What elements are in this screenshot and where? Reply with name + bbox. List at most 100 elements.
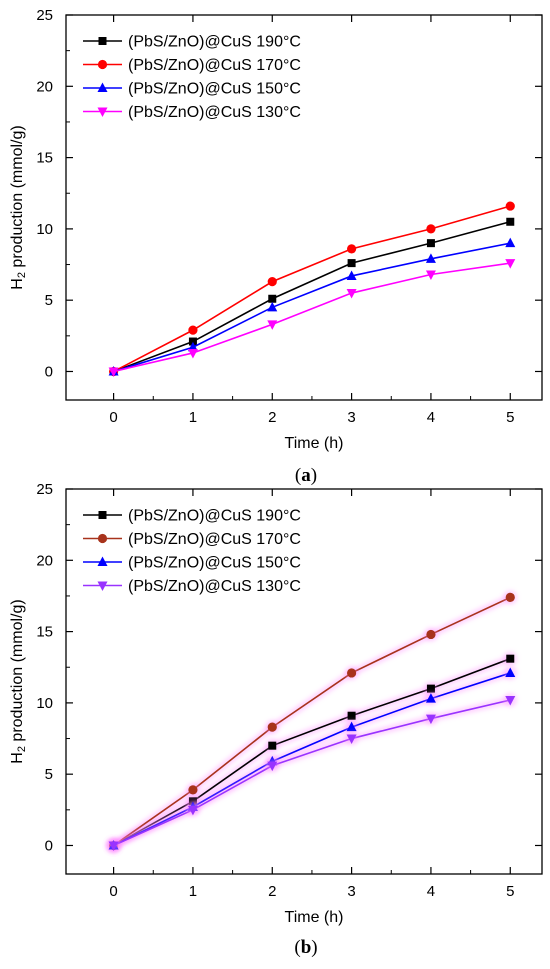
data-point xyxy=(187,348,198,359)
data-point xyxy=(347,244,357,254)
data-point xyxy=(108,367,119,377)
series-line xyxy=(113,205,511,373)
panel-label-open: ( xyxy=(295,465,301,486)
data-point xyxy=(505,592,515,602)
legend-entry: (PbS/ZnO)@CuS 170°C xyxy=(128,57,301,74)
x-tick-label: 5 xyxy=(506,883,514,900)
y-tick-label: 20 xyxy=(36,552,53,569)
legend-entry: (PbS/ZnO)@CuS 150°C xyxy=(128,555,301,572)
series-line xyxy=(113,657,511,847)
data-point xyxy=(268,294,277,303)
legend-marker xyxy=(97,556,108,566)
data-point xyxy=(347,668,357,678)
data-point xyxy=(187,341,198,352)
data-point xyxy=(346,734,357,745)
x-tick-label: 3 xyxy=(347,883,355,900)
y-axis-label: H2 production (mmol/g) xyxy=(9,125,28,289)
data-point xyxy=(346,289,357,299)
data-point xyxy=(347,711,356,720)
series-glow xyxy=(111,594,512,849)
y-tick-label: 5 xyxy=(45,766,53,783)
data-point xyxy=(426,224,436,234)
panel-label: (a) xyxy=(295,465,317,486)
legend-entry: (PbS/ZnO)@CuS 170°C xyxy=(128,531,301,548)
x-tick-label: 0 xyxy=(109,883,117,900)
series-line xyxy=(113,242,511,373)
data-point xyxy=(108,841,119,851)
legend-entry: (PbS/ZnO)@CuS 190°C xyxy=(128,34,301,51)
y-axis-label-sub: 2 xyxy=(16,272,28,278)
plot-frame xyxy=(65,488,543,875)
series-3 xyxy=(106,693,518,853)
data-point xyxy=(426,629,436,640)
series-line xyxy=(113,220,511,373)
x-tick-label: 4 xyxy=(427,409,435,426)
y-tick-label: 25 xyxy=(36,481,53,498)
legend-marker xyxy=(97,533,108,544)
legend-entry: (PbS/ZnO)@CuS 150°C xyxy=(128,81,301,98)
y-tick-label: 15 xyxy=(36,150,53,167)
series-line xyxy=(113,262,511,373)
data-point xyxy=(505,201,515,211)
y-tick-label: 20 xyxy=(36,78,53,95)
series-line xyxy=(113,699,511,847)
x-tick-label: 1 xyxy=(189,883,197,900)
panel-label-letter: a xyxy=(301,465,311,486)
panel-label-open: ( xyxy=(294,937,300,958)
series-glow xyxy=(112,696,512,849)
panel-label-close: ) xyxy=(311,937,317,958)
x-axis-label: Time (h) xyxy=(285,435,344,452)
data-point xyxy=(425,693,436,703)
legend-entry: (PbS/ZnO)@CuS 130°C xyxy=(128,104,301,121)
data-point xyxy=(267,722,277,732)
series-3 xyxy=(108,259,516,377)
y-axis-label-rest: production (mmol/g) xyxy=(9,599,26,746)
data-point xyxy=(346,721,357,732)
x-tick-label: 3 xyxy=(347,409,355,426)
y-tick-label: 0 xyxy=(45,837,53,854)
legend-marker xyxy=(98,37,107,45)
data-point xyxy=(425,714,436,725)
legend-entry: (PbS/ZnO)@CuS 130°C xyxy=(128,578,301,595)
data-point xyxy=(347,259,356,268)
data-point xyxy=(505,696,516,706)
data-point xyxy=(187,805,198,816)
series-2 xyxy=(108,237,516,376)
data-point xyxy=(346,270,357,280)
data-point xyxy=(505,667,516,677)
y-tick-label: 0 xyxy=(45,363,53,380)
series-0 xyxy=(109,217,515,376)
y-axis-label-rest: production (mmol/g) xyxy=(9,125,26,272)
x-tick-label: 1 xyxy=(189,409,197,426)
data-point xyxy=(267,320,278,330)
data-point xyxy=(505,259,516,269)
panel-label-letter: b xyxy=(301,937,312,958)
x-tick-label: 0 xyxy=(109,409,117,426)
x-tick-label: 4 xyxy=(427,883,435,900)
y-axis-label: H2 production (mmol/g) xyxy=(9,599,28,763)
y-axis-label-main: H xyxy=(9,278,26,290)
y-tick-label: 10 xyxy=(36,221,53,238)
data-point xyxy=(267,301,278,312)
data-point xyxy=(505,237,516,248)
data-point xyxy=(267,761,278,772)
data-point xyxy=(188,325,198,335)
panel-label: (b) xyxy=(294,937,317,958)
y-tick-label: 5 xyxy=(45,292,53,309)
series-line xyxy=(113,596,511,847)
legend-marker xyxy=(97,59,108,70)
panel-label-close: ) xyxy=(311,465,317,486)
data-point xyxy=(267,277,277,287)
data-point xyxy=(268,741,277,750)
legend-marker xyxy=(97,107,108,117)
legend-marker xyxy=(97,581,108,591)
legend-entry: (PbS/ZnO)@CuS 190°C xyxy=(128,508,301,525)
data-point xyxy=(188,337,197,346)
plot-frame xyxy=(65,14,543,401)
x-axis-label: Time (h) xyxy=(285,909,344,926)
legend: (PbS/ZnO)@CuS 190°C (PbS/ZnO)@CuS 170°C (P… xyxy=(83,34,301,121)
y-axis-label-main: H xyxy=(9,752,26,764)
